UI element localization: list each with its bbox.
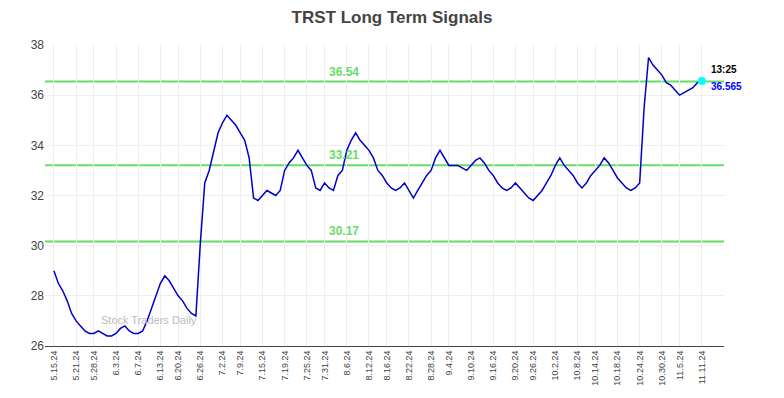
svg-text:7.2.24: 7.2.24 bbox=[217, 351, 227, 376]
svg-text:26: 26 bbox=[31, 339, 45, 353]
svg-text:TRST Long Term Signals: TRST Long Term Signals bbox=[292, 8, 493, 27]
svg-text:6.3.24: 6.3.24 bbox=[111, 351, 121, 376]
svg-text:34: 34 bbox=[31, 139, 45, 153]
svg-text:7.31.24: 7.31.24 bbox=[320, 351, 330, 381]
svg-text:36.54: 36.54 bbox=[329, 65, 359, 79]
svg-text:5.28.24: 5.28.24 bbox=[89, 351, 99, 381]
svg-text:6.13.24: 6.13.24 bbox=[155, 351, 165, 381]
svg-text:9.26.24: 9.26.24 bbox=[528, 351, 538, 381]
svg-text:33.21: 33.21 bbox=[329, 148, 359, 162]
svg-text:28: 28 bbox=[31, 289, 45, 303]
svg-text:8.12.24: 8.12.24 bbox=[364, 351, 374, 381]
svg-text:8.28.24: 8.28.24 bbox=[426, 351, 436, 381]
svg-text:30: 30 bbox=[31, 239, 45, 253]
svg-text:7.19.24: 7.19.24 bbox=[280, 351, 290, 381]
svg-text:Stock Traders Daily: Stock Traders Daily bbox=[101, 314, 197, 326]
svg-text:38: 38 bbox=[31, 38, 45, 52]
svg-text:32: 32 bbox=[31, 189, 45, 203]
svg-text:5.21.24: 5.21.24 bbox=[71, 351, 81, 381]
svg-text:36.565: 36.565 bbox=[711, 81, 742, 92]
svg-text:11.5.24: 11.5.24 bbox=[675, 351, 685, 380]
svg-text:6.26.24: 6.26.24 bbox=[195, 351, 205, 381]
svg-text:5.15.24: 5.15.24 bbox=[49, 351, 59, 381]
svg-text:9.4.24: 9.4.24 bbox=[444, 351, 454, 376]
svg-text:36: 36 bbox=[31, 88, 45, 102]
svg-text:8.22.24: 8.22.24 bbox=[404, 351, 414, 381]
svg-text:10.18.24: 10.18.24 bbox=[612, 351, 622, 386]
svg-text:10.2.24: 10.2.24 bbox=[550, 351, 560, 381]
svg-text:8.16.24: 8.16.24 bbox=[382, 351, 392, 381]
svg-text:10.30.24: 10.30.24 bbox=[657, 351, 667, 386]
svg-text:9.10.24: 9.10.24 bbox=[466, 351, 476, 381]
svg-text:7.9.24: 7.9.24 bbox=[235, 351, 245, 376]
svg-text:9.20.24: 9.20.24 bbox=[510, 351, 520, 381]
svg-text:10.8.24: 10.8.24 bbox=[572, 351, 582, 381]
svg-text:6.20.24: 6.20.24 bbox=[173, 351, 183, 381]
svg-text:11.11.24: 11.11.24 bbox=[697, 351, 707, 385]
svg-text:10.14.24: 10.14.24 bbox=[590, 351, 600, 386]
svg-text:7.15.24: 7.15.24 bbox=[257, 351, 267, 381]
svg-text:6.7.24: 6.7.24 bbox=[133, 351, 143, 376]
svg-text:10.24.24: 10.24.24 bbox=[635, 351, 645, 386]
svg-text:30.17: 30.17 bbox=[329, 224, 359, 238]
svg-text:8.6.24: 8.6.24 bbox=[342, 351, 352, 376]
svg-text:13:25: 13:25 bbox=[711, 64, 737, 75]
svg-text:7.25.24: 7.25.24 bbox=[302, 351, 312, 381]
svg-text:9.16.24: 9.16.24 bbox=[488, 351, 498, 381]
